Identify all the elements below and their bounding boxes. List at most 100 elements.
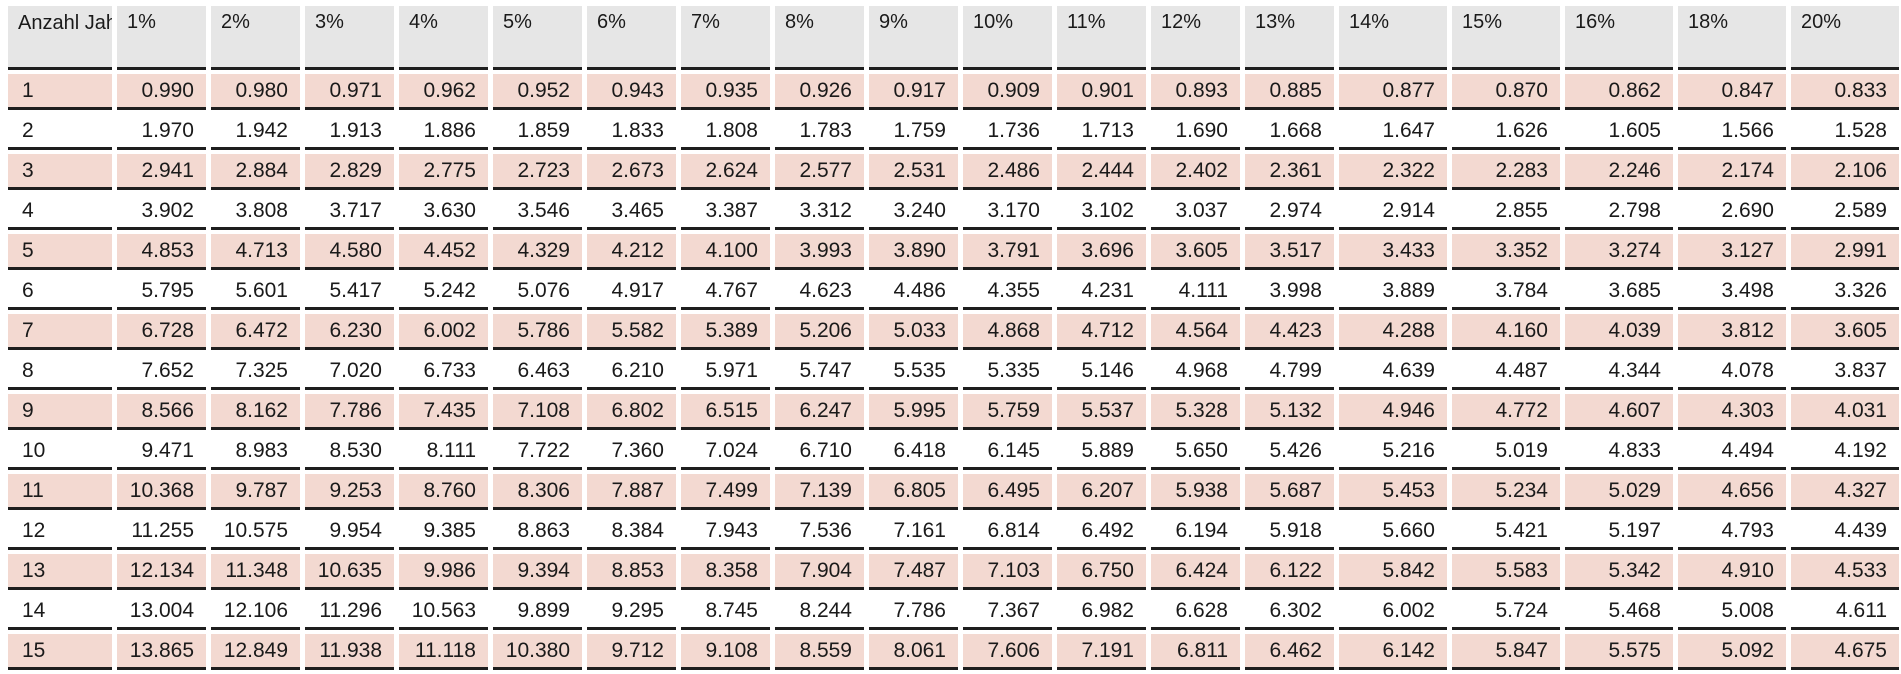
- table-row: 3 2.941 2.884 2.829 2.775 2.723 2.673 2.624 2.57…: [8, 154, 1899, 190]
- annuity-factor-table: Anzahl Jahre 1%2%3%4%5%6%7%8%9%10%11%12%…: [8, 6, 1899, 674]
- year-cell: 5: [8, 234, 112, 270]
- factor-cell: 8.384: [587, 514, 676, 550]
- factor-cell: 4.853: [117, 234, 206, 270]
- factor-cell: 1.528: [1791, 114, 1899, 150]
- table-row: 1 0.990 0.980 0.971 0.962 0.952 0.943 0.935 0.92…: [8, 74, 1899, 110]
- factor-cell: 6.515: [681, 394, 770, 430]
- factor-cell: 9.394: [493, 554, 582, 590]
- factor-cell: 1.668: [1245, 114, 1334, 150]
- factor-cell: 11.118: [399, 634, 488, 670]
- factor-cell: 6.728: [117, 314, 206, 350]
- factor-cell: 10.368: [117, 474, 206, 510]
- factor-cell: 10.635: [305, 554, 394, 590]
- factor-cell: 5.918: [1245, 514, 1334, 550]
- factor-cell: 5.328: [1151, 394, 1240, 430]
- table-row: 4 3.902 3.808 3.717 3.630 3.546 3.465 3.387 3.31…: [8, 194, 1899, 230]
- factor-cell: 4.423: [1245, 314, 1334, 350]
- factor-cell: 4.078: [1678, 354, 1786, 390]
- factor-cell: 0.870: [1452, 74, 1560, 110]
- table-body: 1 0.990 0.980 0.971 0.962 0.952 0.943 0.935 0.92…: [8, 74, 1899, 670]
- factor-cell: 5.421: [1452, 514, 1560, 550]
- factor-cell: 3.352: [1452, 234, 1560, 270]
- factor-cell: 3.326: [1791, 274, 1899, 310]
- factor-cell: 7.606: [963, 634, 1052, 670]
- factor-cell: 6.247: [775, 394, 864, 430]
- column-header: 16%: [1565, 6, 1673, 70]
- factor-cell: 5.417: [305, 274, 394, 310]
- table-row: 7 6.728 6.472 6.230 6.002 5.786 5.582 5.389 5.20…: [8, 314, 1899, 350]
- factor-cell: 2.798: [1565, 194, 1673, 230]
- factor-cell: 2.246: [1565, 154, 1673, 190]
- column-header: 14%: [1339, 6, 1447, 70]
- factor-cell: 3.685: [1565, 274, 1673, 310]
- factor-cell: 0.893: [1151, 74, 1240, 110]
- factor-cell: 9.899: [493, 594, 582, 630]
- factor-cell: 4.111: [1151, 274, 1240, 310]
- factor-cell: 0.909: [963, 74, 1052, 110]
- factor-cell: 3.433: [1339, 234, 1447, 270]
- factor-cell: 4.192: [1791, 434, 1899, 470]
- factor-cell: 6.230: [305, 314, 394, 350]
- factor-cell: 4.868: [963, 314, 1052, 350]
- factor-cell: 5.468: [1565, 594, 1673, 630]
- factor-cell: 0.877: [1339, 74, 1447, 110]
- year-cell: 6: [8, 274, 112, 310]
- factor-cell: 4.486: [869, 274, 958, 310]
- factor-cell: 2.361: [1245, 154, 1334, 190]
- factor-cell: 5.535: [869, 354, 958, 390]
- factor-cell: 3.170: [963, 194, 1052, 230]
- factor-cell: 5.197: [1565, 514, 1673, 550]
- factor-cell: 4.212: [587, 234, 676, 270]
- factor-cell: 9.295: [587, 594, 676, 630]
- factor-cell: 9.108: [681, 634, 770, 670]
- factor-cell: 3.605: [1791, 314, 1899, 350]
- factor-cell: 3.387: [681, 194, 770, 230]
- factor-cell: 4.639: [1339, 354, 1447, 390]
- factor-cell: 3.127: [1678, 234, 1786, 270]
- factor-cell: 1.886: [399, 114, 488, 150]
- factor-cell: 1.759: [869, 114, 958, 150]
- factor-cell: 8.530: [305, 434, 394, 470]
- factor-cell: 12.106: [211, 594, 300, 630]
- factor-cell: 6.462: [1245, 634, 1334, 670]
- factor-cell: 6.145: [963, 434, 1052, 470]
- factor-cell: 6.002: [1339, 594, 1447, 630]
- factor-cell: 4.793: [1678, 514, 1786, 550]
- factor-cell: 9.986: [399, 554, 488, 590]
- factor-cell: 5.019: [1452, 434, 1560, 470]
- factor-cell: 0.862: [1565, 74, 1673, 110]
- factor-cell: 4.329: [493, 234, 582, 270]
- factor-cell: 4.767: [681, 274, 770, 310]
- table-row: 9 8.566 8.162 7.786 7.435 7.108 6.802 6.515 6.24…: [8, 394, 1899, 430]
- factor-cell: 4.031: [1791, 394, 1899, 430]
- factor-cell: 3.696: [1057, 234, 1146, 270]
- year-cell: 2: [8, 114, 112, 150]
- factor-cell: 5.033: [869, 314, 958, 350]
- factor-cell: 6.802: [587, 394, 676, 430]
- factor-cell: 2.673: [587, 154, 676, 190]
- factor-cell: 3.312: [775, 194, 864, 230]
- factor-cell: 13.865: [117, 634, 206, 670]
- factor-cell: 3.837: [1791, 354, 1899, 390]
- factor-cell: 2.283: [1452, 154, 1560, 190]
- factor-cell: 6.814: [963, 514, 1052, 550]
- column-header: 20%: [1791, 6, 1899, 70]
- factor-cell: 1.970: [117, 114, 206, 150]
- factor-cell: 8.559: [775, 634, 864, 670]
- column-header: 3%: [305, 6, 394, 70]
- year-cell: 3: [8, 154, 112, 190]
- factor-cell: 4.917: [587, 274, 676, 310]
- factor-cell: 6.628: [1151, 594, 1240, 630]
- factor-cell: 4.439: [1791, 514, 1899, 550]
- factor-cell: 2.991: [1791, 234, 1899, 270]
- factor-cell: 4.607: [1565, 394, 1673, 430]
- factor-cell: 5.029: [1565, 474, 1673, 510]
- factor-cell: 8.162: [211, 394, 300, 430]
- factor-cell: 0.847: [1678, 74, 1786, 110]
- factor-cell: 8.566: [117, 394, 206, 430]
- factor-cell: 0.935: [681, 74, 770, 110]
- factor-cell: 0.901: [1057, 74, 1146, 110]
- factor-cell: 4.968: [1151, 354, 1240, 390]
- factor-cell: 2.829: [305, 154, 394, 190]
- factor-cell: 5.660: [1339, 514, 1447, 550]
